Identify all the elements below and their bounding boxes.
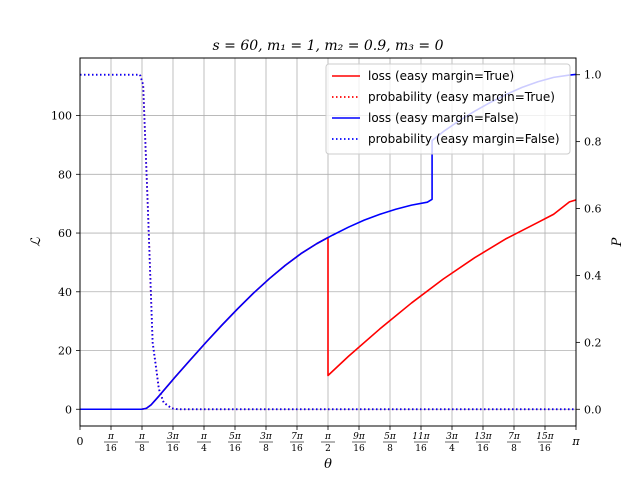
x-tick-label: π8 <box>135 432 150 454</box>
legend-box <box>325 63 571 155</box>
x-tick-label-denominator: 16 <box>415 444 427 454</box>
y-left-tick-label: 80 <box>58 168 72 181</box>
x-tick-label-denominator: 16 <box>477 444 489 454</box>
x-tick-label-denominator: 4 <box>449 444 455 454</box>
x-tick-label-numerator: 9π <box>353 432 366 442</box>
y-left-tick-label: 100 <box>51 110 72 123</box>
x-tick-label-numerator: 3π <box>446 432 459 442</box>
y-ticks-left: 0 20 40 60 80 100 <box>51 110 80 416</box>
x-tick-label: 3π4 <box>444 432 459 454</box>
y-right-tick-label: 0.6 <box>584 203 602 216</box>
legend-label-0: loss (easy margin=True) <box>368 69 514 83</box>
y-axis-right-label: P <box>610 237 625 247</box>
x-tick-label-numerator: 5π <box>229 432 242 442</box>
x-tick-label: 5π8 <box>383 432 398 454</box>
series-line-3 <box>80 73 576 411</box>
x-tick-label-denominator: 8 <box>263 444 269 454</box>
x-tick-label-numerator: 13π <box>474 432 492 442</box>
x-tick-label-numerator: π <box>200 432 208 442</box>
x-tick-label: 7π8 <box>506 432 521 454</box>
x-tick-label-numerator: 3π <box>167 432 180 442</box>
y-left-tick-label: 20 <box>58 345 72 358</box>
x-tick-label-denominator: 16 <box>105 444 117 454</box>
y-left-tick-label: 40 <box>58 286 72 299</box>
x-tick-label-numerator: π <box>138 432 146 442</box>
x-tick-label: 0 <box>77 435 84 448</box>
x-tick-label: π4 <box>197 432 212 454</box>
y-ticks-right: 0.0 0.2 0.4 0.6 0.8 1.0 <box>576 69 602 416</box>
x-tick-label: π2 <box>321 432 336 454</box>
x-tick-label-denominator: 16 <box>167 444 179 454</box>
x-tick-label-denominator: 8 <box>139 444 145 454</box>
x-tick-label-denominator: 16 <box>291 444 303 454</box>
legend-label-3: probability (easy margin=False) <box>368 132 560 146</box>
x-tick-label-numerator: 3π <box>260 432 273 442</box>
x-tick-label-denominator: 2 <box>325 444 331 454</box>
x-tick-label-numerator: 11π <box>412 432 430 442</box>
x-axis-label: θ <box>324 457 332 472</box>
y-right-tick-label: 0.2 <box>584 336 602 349</box>
x-ticks: 0 π16π83π16π45π163π87π16π29π165π811π163π4… <box>77 426 580 454</box>
x-tick-label: π <box>571 435 580 448</box>
x-tick-label-numerator: 15π <box>536 432 554 442</box>
x-tick-label-denominator: 4 <box>201 444 207 454</box>
x-tick-label-numerator: 7π <box>508 432 521 442</box>
y-right-tick-label: 0.0 <box>584 403 602 416</box>
x-tick-label-numerator: 5π <box>384 432 397 442</box>
x-tick-label-numerator: 7π <box>291 432 304 442</box>
x-tick-label-denominator: 8 <box>511 444 517 454</box>
x-tick-label-denominator: 16 <box>539 444 551 454</box>
x-tick-label-numerator: π <box>324 432 332 442</box>
x-tick-label-denominator: 16 <box>353 444 365 454</box>
legend-label-1: probability (easy margin=True) <box>368 90 555 104</box>
x-tick-label-denominator: 8 <box>387 444 393 454</box>
x-tick-label-numerator: π <box>107 432 115 442</box>
legend: loss (easy margin=True) probability (easy… <box>325 63 571 155</box>
legend-label-2: loss (easy margin=False) <box>368 111 519 125</box>
y-right-tick-label: 0.4 <box>584 269 602 282</box>
x-tick-label: 3π8 <box>259 432 274 454</box>
y-left-tick-label: 0 <box>65 403 72 416</box>
y-right-tick-label: 1.0 <box>584 69 602 82</box>
y-axis-left-label: ℒ <box>29 237 44 247</box>
y-right-tick-label: 0.8 <box>584 136 602 149</box>
x-tick-label-denominator: 16 <box>229 444 241 454</box>
chart-title: s = 60, m₁ = 1, m₂ = 0.9, m₃ = 0 <box>213 38 444 54</box>
x-tick-label: π 16 <box>104 432 119 454</box>
y-left-tick-label: 60 <box>58 227 72 240</box>
